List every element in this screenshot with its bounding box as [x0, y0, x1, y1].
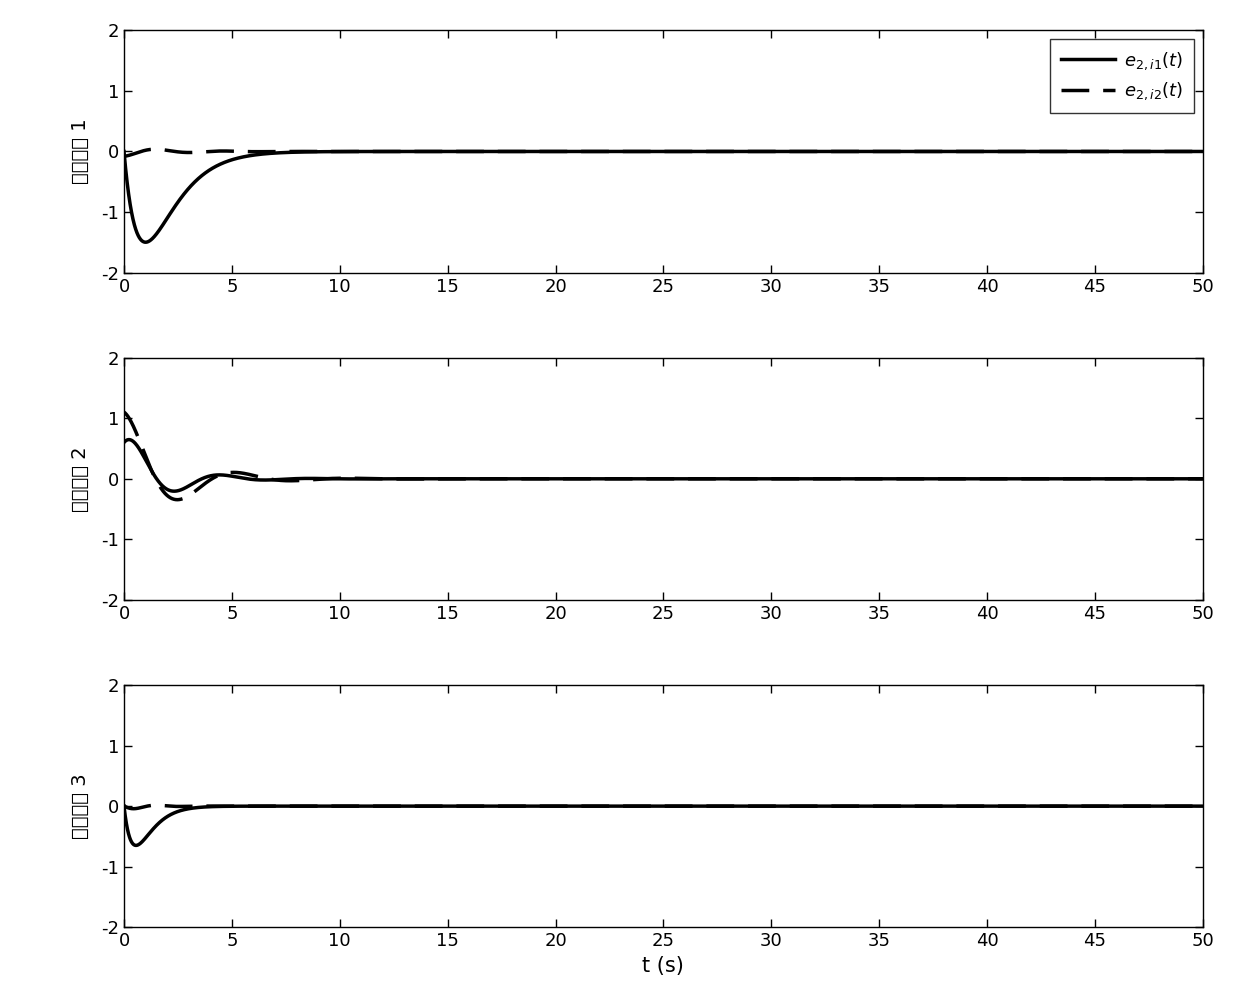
$e_{2,i1}(t)$	[117, 800, 131, 812]
$e_{2,i1}(t)$	[327, 145, 342, 157]
$e_{2,i2}(t)$	[227, 145, 242, 157]
Y-axis label: 机械系统 1: 机械系统 1	[71, 119, 91, 184]
$e_{2,i2}(t)$	[1143, 145, 1158, 157]
$e_{2,i2}(t)$	[746, 473, 761, 485]
$e_{2,i2}(t)$	[327, 473, 342, 485]
$e_{2,i2}(t)$	[861, 800, 875, 812]
$e_{2,i2}(t)$	[126, 802, 141, 814]
Legend: $e_{2,i1}(t)$, $e_{2,i2}(t)$: $e_{2,i1}(t)$, $e_{2,i2}(t)$	[1050, 39, 1194, 113]
$e_{2,i2}(t)$	[117, 406, 131, 418]
$e_{2,i1}(t)$	[847, 145, 862, 157]
$e_{2,i2}(t)$	[847, 145, 862, 157]
$e_{2,i2}(t)$	[227, 800, 242, 812]
$e_{2,i2}(t)$	[170, 494, 185, 506]
$e_{2,i1}(t)$	[1143, 145, 1158, 157]
$e_{2,i2}(t)$	[227, 467, 242, 479]
$e_{2,i2}(t)$	[117, 799, 131, 811]
$e_{2,i1}(t)$	[227, 153, 242, 165]
$e_{2,i2}(t)$	[746, 145, 761, 157]
$e_{2,i2}(t)$	[1195, 473, 1210, 485]
$e_{2,i2}(t)$	[148, 143, 162, 155]
$e_{2,i1}(t)$	[1143, 473, 1158, 485]
$e_{2,i1}(t)$	[1195, 145, 1210, 157]
$e_{2,i2}(t)$	[327, 800, 342, 812]
$e_{2,i1}(t)$	[327, 800, 342, 812]
$e_{2,i2}(t)$	[861, 473, 875, 485]
Y-axis label: 机械系统 3: 机械系统 3	[71, 773, 91, 839]
Line: $e_{2,i1}(t)$: $e_{2,i1}(t)$	[124, 439, 1203, 491]
$e_{2,i2}(t)$	[1195, 145, 1210, 157]
$e_{2,i2}(t)$	[1143, 800, 1158, 812]
$e_{2,i1}(t)$	[861, 145, 875, 157]
$e_{2,i1}(t)$	[847, 473, 862, 485]
$e_{2,i2}(t)$	[1195, 800, 1210, 812]
$e_{2,i1}(t)$	[227, 471, 242, 483]
X-axis label: t (s): t (s)	[642, 956, 684, 976]
$e_{2,i1}(t)$	[122, 433, 136, 446]
Line: $e_{2,i2}(t)$: $e_{2,i2}(t)$	[124, 805, 1203, 808]
$e_{2,i1}(t)$	[847, 800, 862, 812]
$e_{2,i2}(t)$	[149, 799, 164, 811]
$e_{2,i1}(t)$	[746, 473, 761, 485]
$e_{2,i1}(t)$	[861, 473, 875, 485]
$e_{2,i1}(t)$	[129, 840, 144, 852]
$e_{2,i1}(t)$	[227, 800, 242, 812]
$e_{2,i2}(t)$	[847, 473, 862, 485]
$e_{2,i2}(t)$	[861, 145, 875, 157]
$e_{2,i1}(t)$	[746, 800, 761, 812]
$e_{2,i1}(t)$	[861, 800, 875, 812]
$e_{2,i2}(t)$	[117, 150, 131, 162]
$e_{2,i2}(t)$	[746, 800, 761, 812]
$e_{2,i1}(t)$	[138, 236, 153, 248]
Line: $e_{2,i1}(t)$: $e_{2,i1}(t)$	[124, 151, 1203, 242]
Y-axis label: 机械系统 2: 机械系统 2	[71, 446, 91, 512]
$e_{2,i2}(t)$	[327, 145, 342, 157]
Line: $e_{2,i1}(t)$: $e_{2,i1}(t)$	[124, 806, 1203, 846]
$e_{2,i1}(t)$	[117, 436, 131, 449]
$e_{2,i1}(t)$	[746, 145, 761, 157]
$e_{2,i1}(t)$	[1143, 800, 1158, 812]
Line: $e_{2,i2}(t)$: $e_{2,i2}(t)$	[124, 412, 1203, 500]
$e_{2,i2}(t)$	[847, 800, 862, 812]
$e_{2,i1}(t)$	[1195, 473, 1210, 485]
$e_{2,i1}(t)$	[117, 145, 131, 157]
$e_{2,i2}(t)$	[1143, 473, 1158, 485]
$e_{2,i1}(t)$	[166, 485, 181, 497]
Line: $e_{2,i2}(t)$: $e_{2,i2}(t)$	[124, 149, 1203, 156]
$e_{2,i1}(t)$	[327, 473, 342, 485]
$e_{2,i1}(t)$	[1195, 800, 1210, 812]
